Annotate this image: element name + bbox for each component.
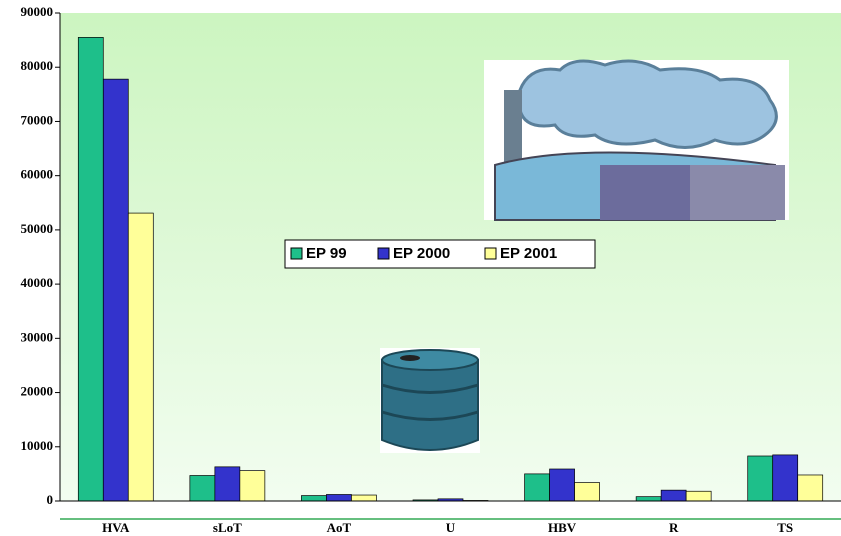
x-tick-label: TS	[777, 520, 793, 535]
legend-label: EP 2001	[500, 245, 557, 262]
x-tick-label: sLoT	[213, 520, 242, 535]
x-tick-label: R	[669, 520, 679, 535]
x-tick-label: AoT	[327, 520, 352, 535]
y-tick-label: 40000	[21, 275, 54, 290]
bar	[549, 468, 575, 502]
bar	[524, 473, 550, 502]
y-tick-label: 50000	[21, 221, 54, 236]
bar	[189, 475, 216, 502]
bar	[127, 212, 154, 502]
y-tick-label: 70000	[21, 112, 54, 127]
bar	[102, 78, 129, 502]
legend-label: EP 2000	[393, 245, 450, 262]
bar	[660, 489, 687, 502]
bar	[214, 466, 241, 502]
bar	[685, 490, 712, 502]
bar	[574, 482, 600, 502]
legend-label: EP 99	[306, 245, 347, 262]
refinery-illustration	[484, 59, 789, 221]
legend-swatch	[290, 247, 303, 260]
bar	[351, 494, 377, 502]
y-tick-label: 90000	[21, 4, 54, 19]
x-tick-label: HBV	[548, 520, 577, 535]
legend-box	[284, 239, 596, 269]
bar	[772, 454, 799, 502]
bar	[301, 495, 327, 502]
y-tick-label: 80000	[21, 58, 54, 73]
legend: EP 99 EP 2000 EP 2001	[284, 239, 596, 269]
bar	[797, 474, 824, 502]
y-tick-label: 30000	[21, 329, 54, 344]
y-tick-label: 20000	[21, 384, 54, 399]
x-tick-label: U	[446, 520, 456, 535]
bar	[635, 496, 662, 502]
x-tick-label: HVA	[102, 520, 130, 535]
bar	[747, 455, 774, 502]
y-tick-label: 0	[47, 492, 54, 507]
y-tick-label: 10000	[21, 438, 54, 453]
bar	[326, 494, 352, 502]
y-tick-label: 60000	[21, 167, 54, 182]
legend-swatch	[484, 247, 497, 260]
barrel-illustration	[380, 348, 480, 453]
legend-swatch	[377, 247, 390, 260]
bar	[77, 37, 104, 502]
bar	[239, 470, 266, 502]
